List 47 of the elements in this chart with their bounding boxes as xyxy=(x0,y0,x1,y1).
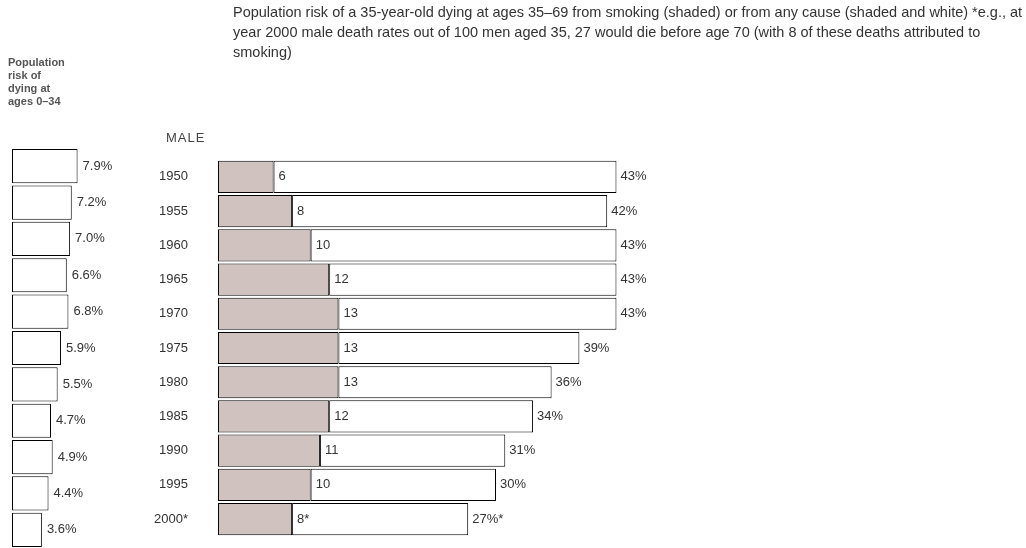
total-label: 27%* xyxy=(472,510,504,526)
chart-subtitle: MALE xyxy=(166,130,206,145)
data-label: 4.7% xyxy=(56,412,87,428)
y-tick-label: 1990 xyxy=(159,442,188,458)
total-label: 42% xyxy=(611,202,638,218)
data-label: 7.2% xyxy=(76,194,107,210)
data-label: 13 xyxy=(343,339,358,355)
data-label: 10 xyxy=(315,476,331,492)
data-label: 6.8% xyxy=(73,303,104,319)
total-label: 30% xyxy=(499,476,527,492)
data-label: 6 xyxy=(278,168,286,184)
data-label: 5.9% xyxy=(65,339,97,355)
y-tick-label: 1965 xyxy=(159,271,188,287)
y-tick-label: 1950 xyxy=(159,168,188,184)
data-label: 7.0% xyxy=(75,230,106,246)
data-label: 3.6% xyxy=(46,521,77,537)
y-tick-label: 1975 xyxy=(159,339,188,355)
total-label: 43% xyxy=(620,271,647,287)
total-label: 31% xyxy=(509,442,536,458)
y-tick-label: 1985 xyxy=(159,408,188,424)
y-tick-label: 2000* xyxy=(153,510,188,526)
data-label: 10 xyxy=(315,236,331,252)
total-label: 36% xyxy=(555,373,583,389)
total-label: 43% xyxy=(620,168,647,184)
data-label: 8 xyxy=(297,202,305,218)
y-tick-label: 1980 xyxy=(159,373,188,389)
data-label: 4.4% xyxy=(53,485,84,501)
data-label: 12 xyxy=(334,408,349,424)
total-label: 39% xyxy=(583,339,610,355)
chart-title: Population risk of a 35-year-old dying at ages 35–69 from smoking (shaded) or from any cause (shaded and white) *e.g., at year 2000 male death rates out of 100 men aged 35, 27 would die before age 70 (with 8 of these deaths attributed to smoking) xyxy=(233,3,1023,62)
y-tick-label: 1995 xyxy=(159,476,188,492)
chart-title: Population risk of dying at ages 0–34 xyxy=(8,56,66,108)
data-label: 4.9% xyxy=(57,448,88,464)
data-label: 11 xyxy=(324,442,339,458)
total-label: 34% xyxy=(537,408,564,424)
y-tick-label: 1970 xyxy=(159,305,188,321)
data-label: 13 xyxy=(343,305,358,321)
data-label: 13 xyxy=(343,373,358,389)
data-label: 8* xyxy=(297,510,310,526)
data-label: 5.5% xyxy=(62,375,93,391)
data-label: 7.9% xyxy=(82,157,113,173)
y-tick-label: 1955 xyxy=(159,202,188,218)
y-tick-label: 1960 xyxy=(159,236,188,252)
data-label: 6.6% xyxy=(71,266,102,282)
data-label: 12 xyxy=(334,271,349,287)
total-label: 43% xyxy=(620,305,647,321)
total-label: 43% xyxy=(620,236,647,252)
